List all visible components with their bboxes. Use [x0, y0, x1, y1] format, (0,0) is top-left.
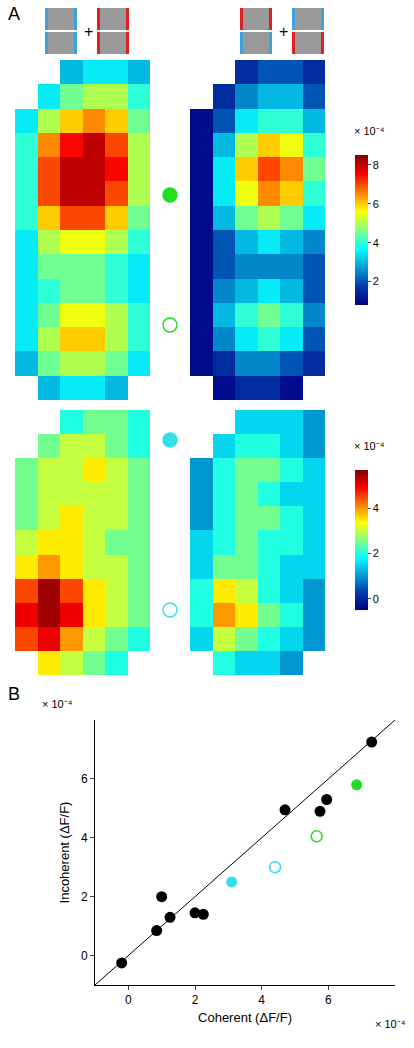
- svg-text:0: 0: [81, 949, 88, 963]
- svg-text:0: 0: [125, 993, 132, 1007]
- svg-text:8: 8: [373, 159, 379, 171]
- svg-text:2: 2: [192, 993, 199, 1007]
- svg-text:6: 6: [325, 993, 332, 1007]
- svg-text:× 10⁻⁴: × 10⁻⁴: [354, 440, 385, 452]
- svg-text:2: 2: [373, 275, 379, 287]
- svg-text:2: 2: [373, 547, 379, 559]
- svg-text:6: 6: [373, 198, 379, 210]
- svg-text:4: 4: [373, 502, 379, 514]
- svg-text:4: 4: [81, 831, 88, 845]
- svg-text:× 10⁻⁴: × 10⁻⁴: [42, 698, 73, 710]
- svg-text:B: B: [8, 684, 20, 704]
- svg-text:Incoherent (ΔF/F): Incoherent (ΔF/F): [57, 802, 72, 904]
- svg-text:Coherent (ΔF/F): Coherent (ΔF/F): [198, 1010, 292, 1025]
- svg-text:4: 4: [258, 993, 265, 1007]
- svg-text:2: 2: [81, 890, 88, 904]
- svg-text:+: +: [84, 23, 93, 40]
- svg-text:A: A: [8, 4, 20, 24]
- svg-text:+: +: [279, 23, 288, 40]
- svg-text:× 10⁻⁴: × 10⁻⁴: [375, 1018, 406, 1030]
- svg-text:× 10⁻⁴: × 10⁻⁴: [354, 125, 385, 137]
- svg-text:0: 0: [373, 593, 379, 605]
- svg-text:6: 6: [81, 772, 88, 786]
- svg-text:4: 4: [373, 237, 379, 249]
